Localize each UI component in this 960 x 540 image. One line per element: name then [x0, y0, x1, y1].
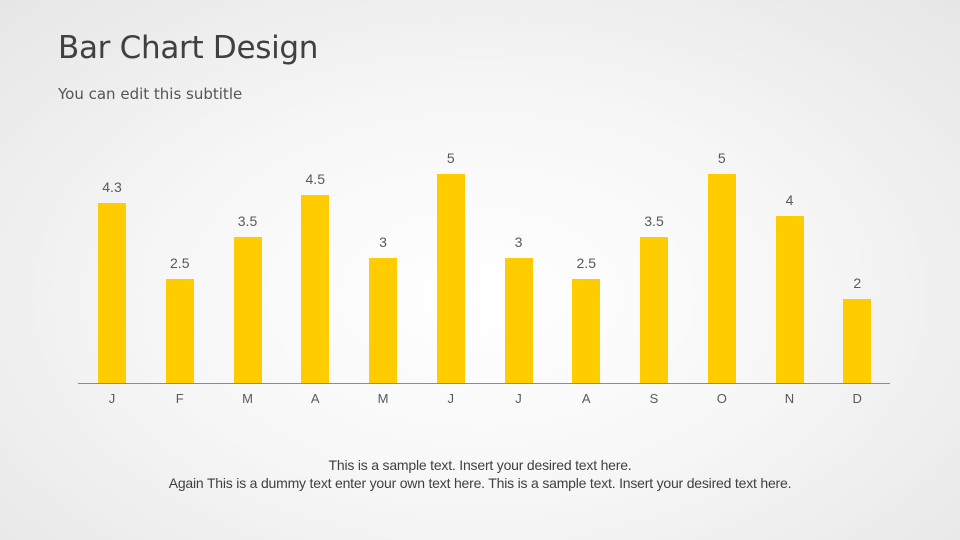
x-tick-label: O — [716, 391, 727, 406]
bar-0 — [98, 203, 126, 383]
bar-value-label: 3 — [514, 233, 523, 250]
bar-value-label: 2 — [853, 275, 862, 292]
x-tick-label: N — [784, 391, 795, 406]
bar-value-label: 3.5 — [644, 212, 664, 229]
x-tick-label: A — [310, 391, 320, 406]
slide-title: Bar Chart Design — [58, 30, 319, 66]
x-tick-label: A — [581, 391, 591, 406]
bar-value-label: 4 — [785, 191, 794, 208]
x-tick-label: J — [515, 391, 522, 406]
x-tick-label: J — [108, 391, 116, 406]
footer-text-line-2: Again This is a dummy text enter your ow… — [168, 475, 792, 491]
bar-7 — [572, 278, 601, 383]
bar-value-label: 4.5 — [305, 170, 325, 187]
footer-text-line-1: This is a sample text. Insert your desir… — [328, 457, 632, 473]
bar-10 — [775, 215, 804, 383]
x-tick-label: M — [377, 391, 389, 406]
bar-3 — [301, 194, 330, 383]
bar-11 — [843, 299, 872, 383]
bar-value-label: 5 — [446, 150, 455, 166]
bar-value-label: 2.5 — [170, 254, 190, 271]
bar-4 — [369, 257, 397, 383]
bar-1 — [165, 278, 194, 383]
bar-value-label: 3.5 — [237, 212, 258, 229]
bar-9 — [707, 174, 736, 383]
x-tick-label: F — [175, 391, 184, 406]
bar-value-label: 2.5 — [576, 254, 596, 271]
x-tick-label: J — [447, 391, 455, 406]
x-tick-label: D — [852, 391, 862, 406]
bar-value-label: 4.3 — [102, 179, 122, 196]
bar-2 — [233, 236, 262, 383]
bar-8 — [640, 236, 668, 383]
slide-subtitle: You can edit this subtitle — [58, 85, 243, 103]
bar-value-label: 5 — [717, 150, 726, 166]
x-axis-line — [78, 383, 890, 384]
x-tick-label: S — [649, 391, 659, 406]
bar-5 — [436, 174, 465, 383]
bar-6 — [504, 257, 533, 383]
bar-value-label: 3 — [379, 233, 387, 250]
x-tick-label: M — [242, 391, 253, 406]
